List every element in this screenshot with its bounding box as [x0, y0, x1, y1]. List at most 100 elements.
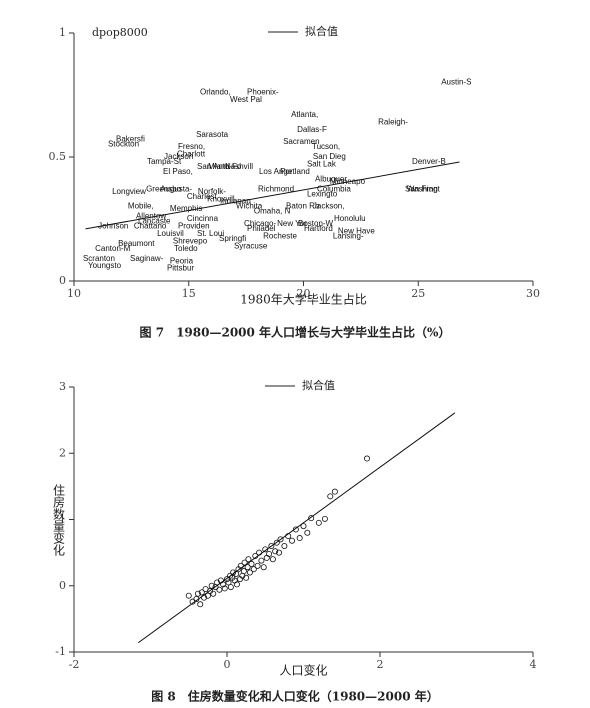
point: [208, 582, 215, 589]
point-label: Providen: [178, 222, 210, 231]
point-label: Jackson: [164, 152, 193, 161]
point: [221, 585, 228, 592]
point-label: Knoxvill: [207, 194, 235, 203]
point: [363, 455, 370, 462]
point-label: Sarasota: [196, 130, 229, 139]
x-tick-label: 20: [297, 287, 311, 300]
point-label: Lansing-: [333, 231, 364, 240]
point-label: Boston-W: [298, 219, 334, 228]
y-tick-label: 0: [59, 274, 66, 287]
legend-label: 拟合值: [305, 24, 338, 38]
point: [277, 536, 284, 543]
point: [272, 548, 279, 555]
point-label: Portland: [280, 167, 310, 176]
point-label: Greensbo: [146, 184, 182, 193]
point-label: Beaumont: [118, 239, 155, 248]
point-label: Chicago-: [244, 219, 276, 228]
point-label: Fresno,: [178, 142, 205, 151]
point: [204, 592, 211, 599]
y-tick-label: 3: [59, 380, 66, 393]
point-label: Tucson,: [312, 142, 340, 151]
point: [269, 556, 276, 563]
y-tick-label: 1: [59, 513, 66, 526]
point-label: El Paso,: [163, 167, 193, 176]
point: [308, 515, 315, 522]
point: [266, 550, 273, 557]
point-label: Los Ange: [259, 167, 293, 176]
point-label: Toledo: [174, 244, 198, 253]
point: [197, 601, 204, 608]
point-label: Memphis: [170, 204, 202, 213]
x-axis-label: 1980年大学毕业生占比: [240, 292, 367, 307]
y-tick-label: 1: [59, 26, 66, 39]
point: [216, 586, 223, 593]
point-label: Columbia: [317, 184, 351, 193]
point: [244, 564, 251, 571]
point-label: Honolulu: [334, 214, 366, 223]
point: [260, 564, 267, 571]
point: [258, 557, 265, 564]
point-label: Springfi: [219, 234, 246, 243]
point-label: Dallas-F: [297, 125, 327, 134]
point-label: Sacramen: [283, 137, 319, 146]
point: [246, 569, 253, 576]
point-label: Johnson: [98, 222, 128, 231]
point-label: Allentow: [136, 212, 166, 221]
point: [250, 566, 257, 573]
point-label: Wichita: [236, 202, 263, 211]
point-label: Saginaw-: [130, 254, 164, 263]
point: [304, 529, 311, 536]
point: [245, 556, 252, 563]
point-label: Youngsto: [88, 261, 122, 270]
fit-line: [85, 161, 460, 230]
point: [233, 581, 240, 588]
point: [276, 549, 283, 556]
point: [300, 523, 307, 530]
point-label: Syracuse: [234, 241, 268, 250]
x-tick-label: 25: [411, 287, 425, 300]
point-label: Shrevepo: [173, 236, 208, 245]
point-label: Mobile,: [128, 202, 154, 211]
point-label: Philadel: [247, 224, 276, 233]
point: [227, 584, 234, 591]
point: [225, 579, 232, 586]
y-tick-label: 0.5: [49, 150, 67, 163]
point-label: West Pal: [230, 95, 262, 104]
point-label: Phoenix-: [247, 88, 279, 97]
point-label: Pittsbur: [167, 264, 194, 273]
x-tick-label: 0: [224, 658, 231, 671]
point-label: Washingt: [407, 184, 441, 193]
point: [327, 493, 334, 500]
point: [243, 574, 250, 581]
point: [223, 576, 230, 583]
point-label: Miami-Fo: [208, 162, 242, 171]
point: [273, 539, 280, 546]
point-label: Nashvill: [225, 162, 253, 171]
x-tick-label: 10: [67, 287, 81, 300]
x-tick-label: 4: [530, 658, 537, 671]
point: [296, 535, 303, 542]
point-label: Minneapo: [330, 177, 366, 186]
y-tick-label: -1: [55, 645, 66, 658]
caption: 图 7 1980—2000 年人口增长与大学毕业生占比（%）: [140, 325, 451, 340]
caption: 图 8 住房数量变化和人口变化（1980—2000 年）: [151, 689, 439, 704]
point-label: San Fran: [405, 184, 438, 193]
point: [220, 581, 227, 588]
point: [210, 590, 217, 597]
point-label: Bakersfi: [116, 135, 145, 144]
point-label: San Dieg: [313, 152, 346, 161]
point: [254, 562, 261, 569]
point: [198, 589, 205, 596]
fit-line: [137, 412, 456, 644]
point-label: Canton-M: [95, 244, 130, 253]
y-axis-label: dpop8000: [92, 26, 148, 39]
point: [292, 526, 299, 533]
point: [240, 568, 247, 575]
y-tick-label: 2: [59, 446, 66, 459]
point-label: Scranton: [83, 254, 115, 263]
point-label: Richmond: [258, 184, 294, 193]
point-label: Lexingto: [307, 189, 338, 198]
point: [185, 592, 192, 599]
x-tick-label: 15: [182, 287, 196, 300]
point-label: St. Loui: [197, 229, 224, 238]
